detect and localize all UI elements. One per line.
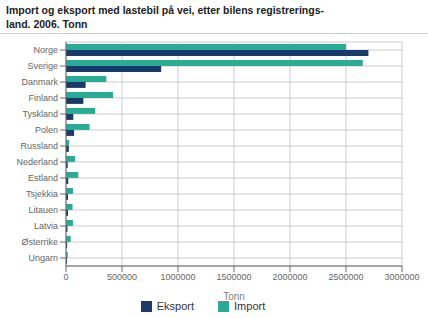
svg-text:Litauen: Litauen [28,205,58,215]
svg-text:Tsjekkia: Tsjekkia [26,189,58,199]
svg-text:Nederland: Nederland [16,157,58,167]
svg-text:Norge: Norge [33,45,58,55]
html-text:Import: Import [234,300,266,312]
svg-text:Sverige: Sverige [27,61,58,71]
svg-text:2500000: 2500000 [328,272,363,282]
svg-text:Ungarn: Ungarn [28,253,58,263]
svg-text:Finland: Finland [28,93,58,103]
svg-text:Tyskland: Tyskland [22,109,58,119]
svg-text:Danmark: Danmark [21,77,58,87]
svg-text:1000000: 1000000 [160,272,195,282]
svg-text:3000000: 3000000 [384,272,419,282]
svg-text:2000000: 2000000 [272,272,307,282]
svg-text:Estland: Estland [28,173,58,183]
html-text:Import og eksport med lastebil: Import og eksport med lastebil på vei, e… [6,4,324,16]
svg-text:Russland: Russland [20,141,58,151]
html-text:land. 2006. Tonn: land. 2006. Tonn [6,18,88,30]
svg-text:Polen: Polen [35,125,58,135]
svg-text:500000: 500000 [107,272,137,282]
svg-text:Tonn: Tonn [223,291,245,302]
svg-text:1500000: 1500000 [216,272,251,282]
svg-text:0: 0 [63,272,68,282]
svg-text:Latvia: Latvia [34,221,58,231]
html-text:Eksport: Eksport [156,300,194,312]
svg-text:Østerrike: Østerrike [21,237,58,247]
